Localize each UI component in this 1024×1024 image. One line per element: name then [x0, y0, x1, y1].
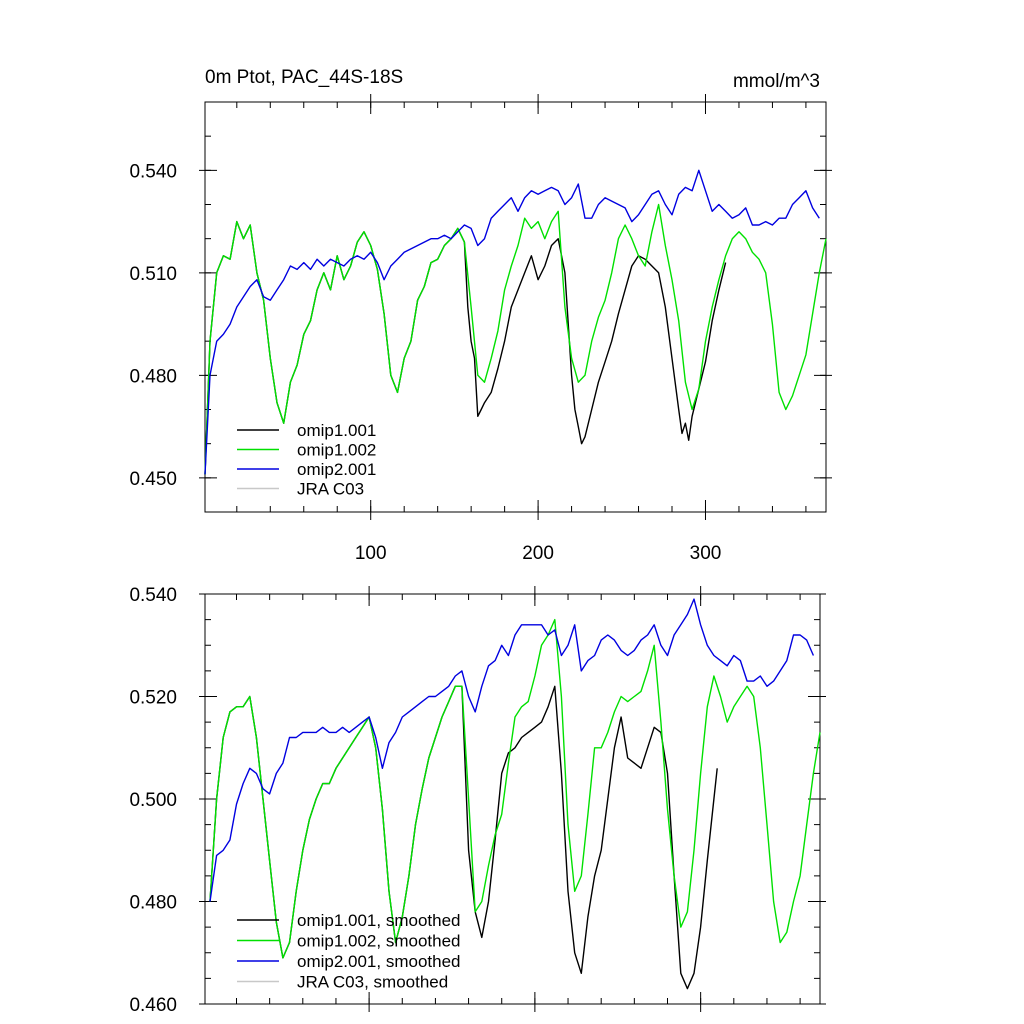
- x-tick-label: 200: [522, 543, 554, 564]
- y-tick-label: 0.450: [129, 469, 177, 490]
- x-tick-label: 100: [355, 543, 387, 564]
- y-tick-label: 0.510: [129, 264, 177, 285]
- legend-label: omip2.001: [297, 460, 376, 479]
- series-line-omip2-001: [209, 598, 815, 902]
- series-line-omip1-002: [209, 618, 821, 959]
- series-line-omip1-001: [209, 685, 718, 990]
- legend-label: omip1.001: [297, 421, 376, 440]
- y-tick-label: 0.520: [129, 688, 177, 709]
- legend-label: omip2.001, smoothed: [297, 952, 461, 971]
- y-tick-label: 0.540: [129, 161, 177, 182]
- legend-label: omip1.002: [297, 441, 376, 460]
- x-tick-label: 300: [690, 543, 722, 564]
- bottom-panel: 0.460 0.480 0.500 0.520 0.540 omip1.001, smoo…: [129, 585, 826, 1016]
- legend-label: omip1.001, smoothed: [297, 911, 461, 930]
- y-tick-label: 0.540: [129, 585, 177, 606]
- series-line-omip1-002: [204, 203, 827, 475]
- unit-label: mmol/m^3: [733, 71, 820, 92]
- series-line-omip1-001: [204, 220, 727, 475]
- y-tick-label: 0.460: [129, 995, 177, 1016]
- y-tick-label: 0.500: [129, 790, 177, 811]
- series-line-omip2-001: [204, 169, 820, 475]
- legend-label: JRA C03, smoothed: [297, 973, 448, 992]
- legend-label: JRA C03: [297, 480, 364, 499]
- y-tick-label: 0.480: [129, 366, 177, 387]
- legend-label: omip1.002, smoothed: [297, 932, 461, 951]
- chart-title: 0m Ptot, PAC_44S-18S: [205, 67, 403, 88]
- y-tick-label: 0.480: [129, 893, 177, 914]
